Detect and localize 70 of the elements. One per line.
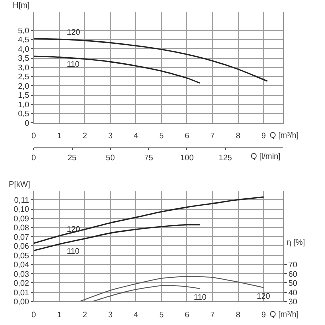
line-series [34, 224, 201, 252]
x-tick-label: 6 [185, 310, 190, 320]
series-label: 110 [67, 247, 80, 256]
x-tick-label: 7 [210, 310, 216, 320]
y2-tick-label: 70 [288, 260, 298, 270]
y-tick-label: 3,5 [18, 54, 30, 64]
y-tick-label: 0,09 [14, 214, 30, 224]
y-tick-label: 4,5 [18, 36, 30, 45]
x-tick-label: 5 [159, 132, 164, 141]
y-tick-label: 2,0 [18, 82, 30, 91]
line-series [34, 56, 201, 84]
x2-axis-title: Q [l/min] [251, 152, 281, 161]
y-tick-label: 1,5 [18, 91, 30, 100]
x-tick-label: 1 [57, 132, 62, 141]
x-tick-label: 9 [262, 132, 267, 141]
x2-tick-label: 75 [144, 153, 154, 162]
y-tick-label: 0,10 [14, 205, 30, 214]
x-tick-label: 3 [108, 132, 114, 141]
y-tick-label: 3,0 [18, 63, 30, 72]
line-series [34, 196, 264, 244]
x-axis-title: Q [m³/h] [270, 310, 299, 319]
y-tick-label: 0,01 [14, 288, 30, 298]
y-tick-label: 0,11 [14, 196, 30, 205]
y2-tick-label: 40 [288, 288, 298, 298]
y2-axis-title: η [%] [287, 238, 306, 247]
x2-tick-label: 125 [218, 153, 233, 162]
y-tick-label: 0,5 [18, 110, 30, 119]
x-tick-label: 5 [159, 310, 164, 320]
x-tick-label: 2 [82, 132, 88, 141]
line-series [34, 38, 268, 82]
x-tick-label: 8 [236, 132, 242, 141]
series-label: 110 [67, 60, 80, 69]
y-tick-label: 2,5 [18, 72, 30, 82]
y2-tick-label: 30 [288, 297, 298, 306]
y-tick-label: 0,03 [14, 270, 30, 279]
x-tick-label: 4 [134, 132, 139, 141]
x-tick-label: 0 [32, 310, 37, 320]
y-tick-label: 0,05 [14, 251, 30, 260]
y-tick-label: 5,0 [18, 26, 30, 36]
x2-tick-label: 50 [106, 153, 116, 162]
y-tick-label: 0,00 [14, 297, 30, 306]
x-tick-label: 7 [210, 132, 216, 141]
x-tick-label: 0 [32, 132, 37, 141]
y-tick-label: 0,06 [14, 242, 30, 252]
y2-tick-label: 50 [288, 279, 298, 288]
y-tick-label: 4,0 [18, 44, 30, 54]
y2-tick-label: 60 [288, 270, 298, 279]
y-tick-label: 0 [24, 118, 30, 128]
x-tick-label: 8 [236, 310, 242, 320]
x-tick-label: 2 [82, 310, 88, 320]
x2-tick-label: 0 [32, 153, 37, 162]
series-label: 120 [257, 292, 271, 301]
x2-tick-label: 100 [180, 153, 194, 162]
x-tick-label: 9 [262, 310, 267, 320]
x2-tick-label: 25 [68, 153, 78, 162]
x-axis-title: Q [m³/h] [270, 131, 299, 140]
y-axis-title: P[kW] [9, 180, 30, 189]
series-label: 120 [67, 28, 81, 37]
x-tick-label: 4 [134, 310, 139, 320]
x-tick-label: 1 [57, 310, 62, 320]
y-tick-label: 0,07 [14, 232, 30, 242]
y-tick-label: 0,02 [14, 279, 30, 288]
y-axis-title: H[m] [13, 1, 30, 10]
y-tick-label: 0,08 [14, 224, 30, 233]
x-tick-label: 6 [185, 132, 190, 141]
x-tick-label: 3 [108, 310, 114, 320]
series-label: 120 [67, 225, 81, 234]
y-tick-label: 0,04 [14, 260, 30, 270]
y-tick-label: 1,0 [18, 100, 30, 110]
series-label: 110 [194, 293, 208, 302]
